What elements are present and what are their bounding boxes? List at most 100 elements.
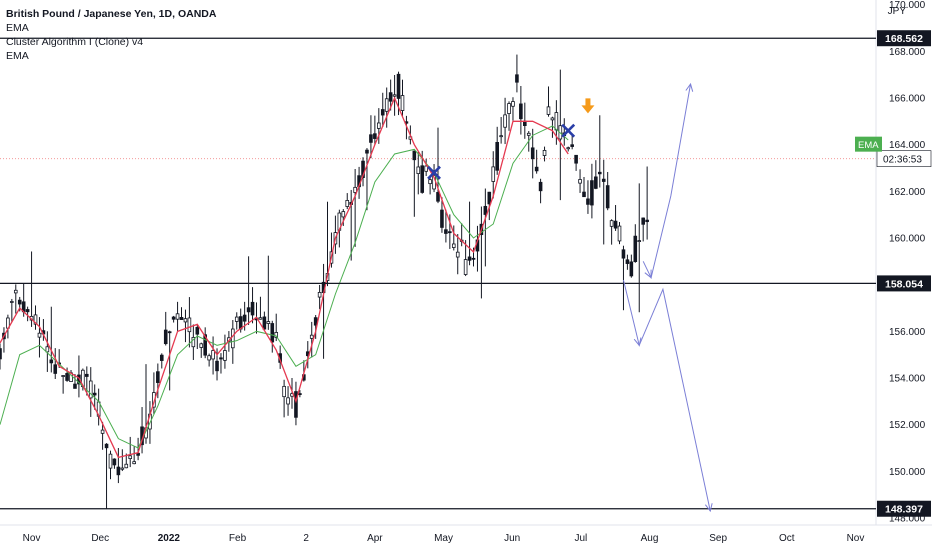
- candle-body: [617, 225, 622, 242]
- projection-up-arrowhead: [685, 82, 694, 92]
- candle-body: [380, 109, 385, 116]
- candle-body: [124, 463, 129, 469]
- indicator-ema-2[interactable]: EMA: [6, 50, 29, 62]
- candle-body: [207, 355, 211, 361]
- candle-body: [629, 261, 634, 277]
- x-tick-label: Oct: [779, 533, 795, 544]
- candle-body: [234, 316, 239, 322]
- candle-body: [104, 443, 109, 449]
- candle-body: [428, 179, 432, 185]
- candle-body: [377, 122, 381, 129]
- candle-body: [566, 147, 571, 150]
- projection-down-bend-arrowhead: [633, 337, 642, 347]
- candle-body: [392, 94, 397, 97]
- candle-body: [49, 359, 54, 364]
- candle-body: [511, 101, 515, 107]
- sell-signal-x-icon: [427, 165, 441, 180]
- candle-body: [396, 73, 401, 99]
- candle-body: [641, 217, 645, 225]
- candle-body: [424, 165, 428, 172]
- candle-body: [167, 331, 172, 334]
- candle-body: [491, 166, 496, 182]
- candle-body: [455, 251, 460, 258]
- x-tick-label: Jun: [504, 533, 520, 544]
- y-tick-label: 168.000: [889, 47, 926, 58]
- candle-body: [128, 455, 133, 459]
- candle-body: [211, 350, 215, 360]
- candle-body: [286, 397, 290, 405]
- candle-body: [416, 166, 421, 174]
- candle-body: [108, 453, 113, 469]
- indicator-ema-1[interactable]: EMA: [6, 22, 29, 34]
- level-badge-2: [877, 500, 931, 517]
- candle-body: [282, 385, 286, 398]
- candle-body: [132, 461, 136, 465]
- y-tick-label: 156.000: [889, 327, 926, 338]
- candle-body: [538, 181, 543, 192]
- candle-body: [605, 185, 610, 209]
- x-tick-label: Jul: [574, 533, 587, 544]
- candle-body: [88, 380, 93, 399]
- candle-body: [483, 205, 488, 215]
- projection-down-path: [622, 279, 711, 512]
- down-arrow-signal-icon: [581, 98, 595, 114]
- candle-body: [645, 219, 649, 223]
- candle-body: [215, 360, 219, 372]
- countdown-badge: [876, 150, 932, 167]
- candle-body: [262, 316, 267, 330]
- candle-body: [116, 466, 121, 476]
- candle-body: [179, 317, 184, 320]
- candle-body: [597, 171, 602, 175]
- candle-body: [369, 134, 373, 143]
- y-tick-label: 160.000: [889, 234, 926, 245]
- x-tick-label: Aug: [641, 533, 659, 544]
- candle-body: [61, 375, 65, 377]
- candle-body: [266, 321, 271, 324]
- level-badge-label-0: 168.562: [885, 33, 923, 45]
- candle-body: [317, 291, 322, 298]
- y-tick-label: 164.000: [889, 140, 926, 151]
- candle-body: [546, 106, 551, 115]
- x-tick-label: Nov: [23, 533, 41, 544]
- candle-body: [313, 317, 318, 326]
- level-badge-label-1: 158.054: [885, 278, 923, 290]
- candle-body: [601, 178, 606, 182]
- candles: [0, 54, 649, 509]
- candle-body: [203, 334, 207, 356]
- candle-body: [613, 220, 618, 229]
- candle-body: [388, 92, 393, 102]
- candle-body: [373, 133, 377, 139]
- candle-body: [100, 429, 105, 434]
- x-tick-label: Dec: [91, 533, 109, 544]
- candle-body: [365, 149, 369, 154]
- candle-body: [582, 191, 586, 198]
- candle-body: [270, 323, 275, 343]
- candle-body: [574, 154, 578, 164]
- candle-body: [65, 373, 69, 381]
- y-tick-label: 150.000: [889, 467, 926, 478]
- x-tick-label: Nov: [847, 533, 865, 544]
- candle-body: [187, 317, 192, 333]
- candle-body: [309, 334, 314, 339]
- candle-body: [590, 180, 594, 206]
- x-tick-label: 2: [303, 533, 309, 544]
- level-badge-0: [877, 30, 931, 47]
- candle-body: [258, 317, 263, 320]
- x-tick-label: Apr: [367, 533, 383, 544]
- ema-badge: [855, 136, 882, 152]
- candle-body: [33, 314, 38, 325]
- projection-up-bend-arrowhead: [644, 269, 652, 279]
- indicator-cluster-algorithm[interactable]: Cluster Algorithm I (Clone) v4: [6, 36, 144, 48]
- candle-body: [175, 313, 180, 320]
- candle-body: [412, 150, 417, 161]
- candle-body: [507, 103, 511, 114]
- candle-body: [550, 117, 555, 121]
- candle-body: [440, 209, 444, 228]
- x-tick-label: Feb: [229, 533, 247, 544]
- candle-body: [25, 309, 30, 313]
- candle-body: [444, 229, 448, 234]
- candle-body: [37, 332, 42, 338]
- candle-body: [400, 95, 405, 111]
